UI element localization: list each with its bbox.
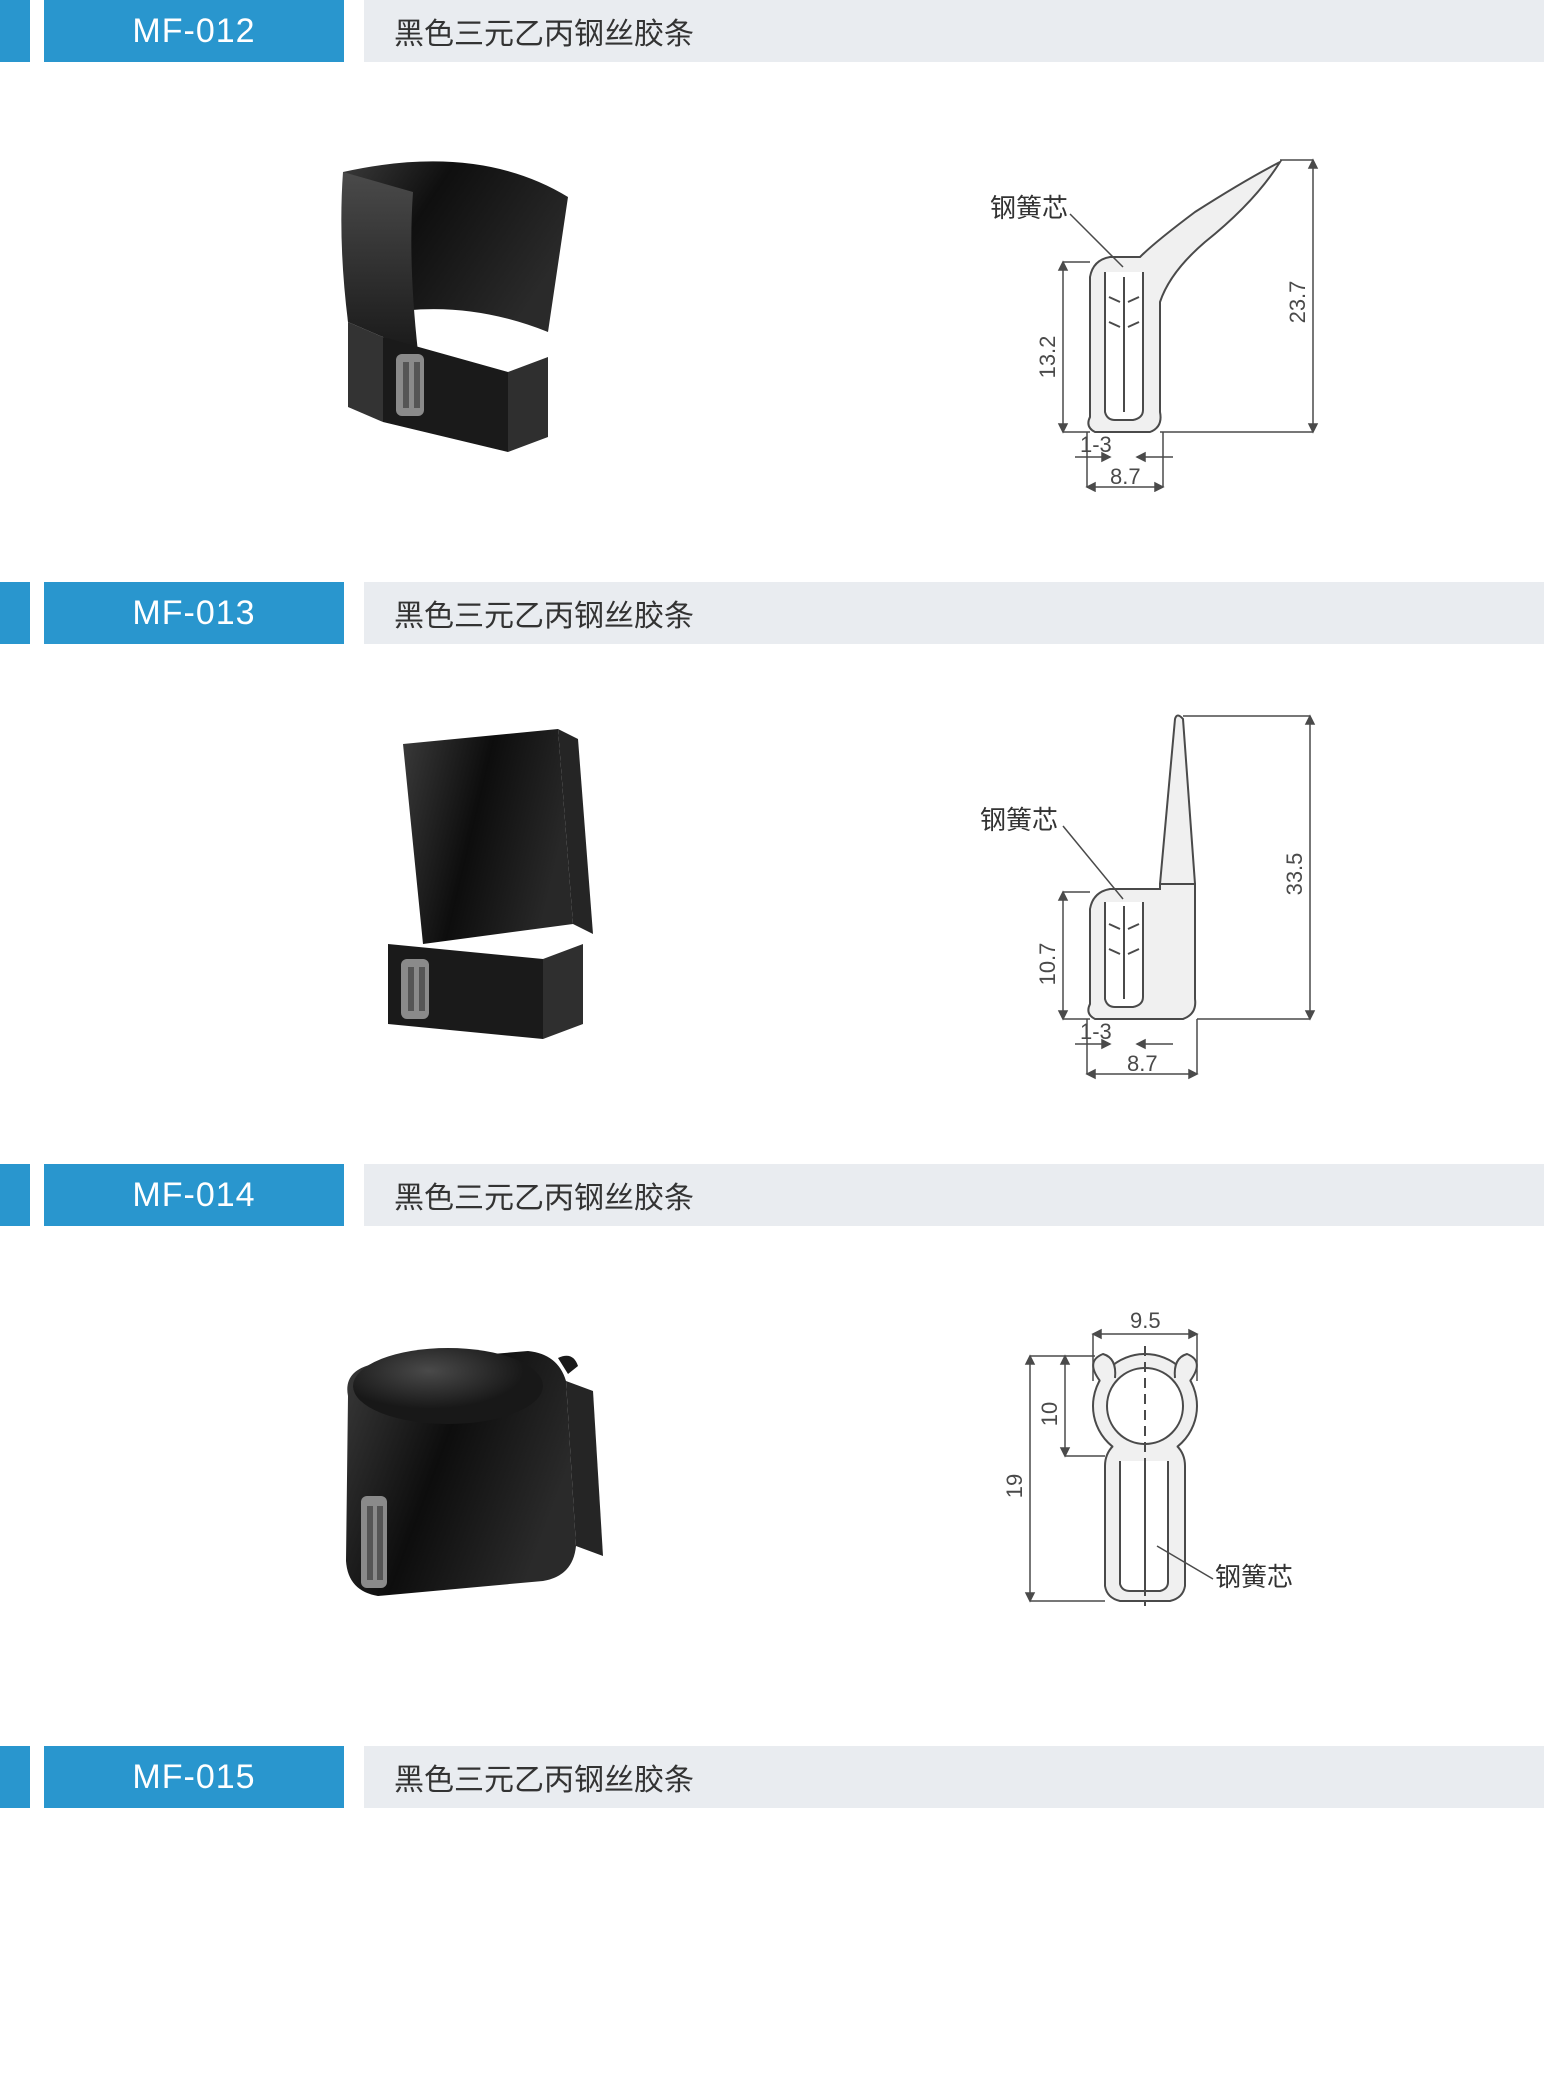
product-section: MF-012 黑色三元乙丙钢丝胶条	[0, 0, 1563, 542]
dim-bulb-height: 10	[1037, 1402, 1062, 1426]
header-bar: MF-012 黑色三元乙丙钢丝胶条	[0, 0, 1563, 62]
dim-outer-height: 23.7	[1285, 281, 1310, 324]
product-section: MF-015 黑色三元乙丙钢丝胶条	[0, 1746, 1563, 1808]
header-bar: MF-014 黑色三元乙丙钢丝胶条	[0, 1164, 1563, 1226]
product-3d-render	[208, 694, 688, 1074]
blue-accent-strip	[0, 1164, 30, 1226]
product-code: MF-014	[44, 1164, 344, 1226]
header-bar: MF-013 黑色三元乙丙钢丝胶条	[0, 582, 1563, 644]
blue-accent-strip	[0, 1746, 30, 1808]
blue-accent-strip	[0, 582, 30, 644]
product-description: 黑色三元乙丙钢丝胶条	[364, 1164, 1544, 1226]
core-label: 钢簧芯	[990, 193, 1068, 223]
product-description: 黑色三元乙丙钢丝胶条	[364, 1746, 1544, 1808]
core-label: 钢簧芯	[1215, 1562, 1293, 1592]
product-description: 黑色三元乙丙钢丝胶条	[364, 0, 1544, 62]
blue-accent-strip	[0, 0, 30, 62]
content-row: 钢簧芯	[0, 694, 1563, 1124]
product-3d-render	[208, 112, 688, 492]
product-description: 黑色三元乙丙钢丝胶条	[364, 582, 1544, 644]
dim-inner-height: 13.2	[1035, 336, 1060, 379]
product-code: MF-015	[44, 1746, 344, 1808]
dim-gap: 1-3	[1080, 1019, 1112, 1044]
product-3d-render	[208, 1276, 688, 1656]
dim-inner-height: 10.7	[1035, 943, 1060, 986]
dim-outer-height: 33.5	[1282, 853, 1307, 896]
product-section: MF-013 黑色三元乙丙钢丝胶条	[0, 582, 1563, 1124]
dim-base-width: 8.7	[1127, 1051, 1158, 1076]
product-code: MF-012	[44, 0, 344, 62]
header-bar: MF-015 黑色三元乙丙钢丝胶条	[0, 1746, 1563, 1808]
product-section: MF-014 黑色三元乙丙钢丝胶条	[0, 1164, 1563, 1706]
technical-diagram: 9.5 10 19 钢簧芯	[915, 1276, 1355, 1656]
dim-total-height: 19	[1002, 1474, 1027, 1498]
technical-diagram: 钢簧芯	[915, 112, 1355, 492]
dim-gap: 1-3	[1080, 432, 1112, 457]
product-code: MF-013	[44, 582, 344, 644]
core-label: 钢簧芯	[980, 805, 1058, 835]
dim-base-width: 8.7	[1110, 464, 1141, 489]
technical-diagram: 钢簧芯	[915, 694, 1355, 1074]
dim-top-width: 9.5	[1130, 1308, 1161, 1333]
content-row: 9.5 10 19 钢簧芯	[0, 1276, 1563, 1706]
content-row: 钢簧芯	[0, 112, 1563, 542]
